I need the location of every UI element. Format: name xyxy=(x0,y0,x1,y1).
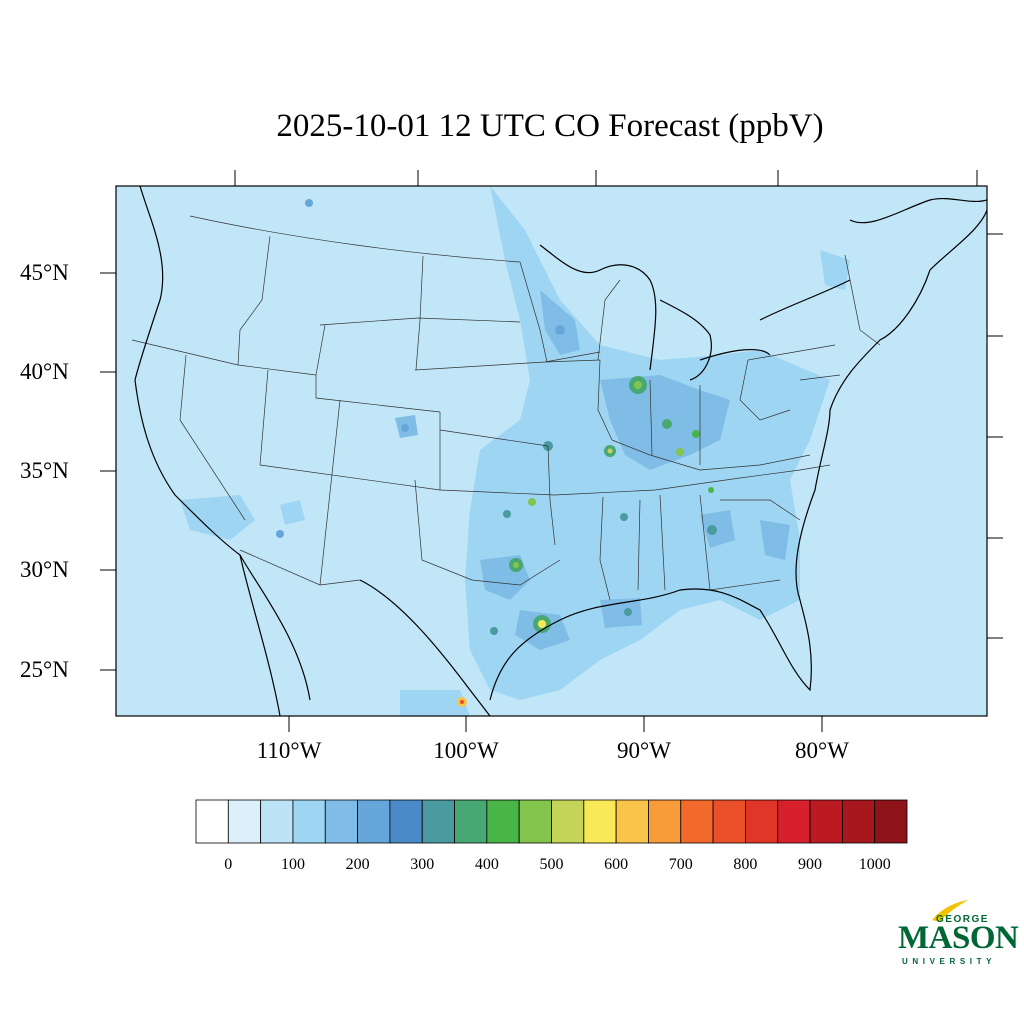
george-mason-logo: GEORGE MASON UNIVERSITY xyxy=(898,898,1019,970)
hotspot-memphis xyxy=(620,513,628,521)
hotspot-atlanta xyxy=(707,525,717,535)
colorbar-box xyxy=(195,799,229,844)
colorbar-box xyxy=(874,799,908,844)
colorbar-label: 1000 xyxy=(858,856,891,873)
colorbar-box xyxy=(421,799,455,844)
colorbar-box xyxy=(518,799,552,844)
hotspot-minneapolis xyxy=(555,325,565,335)
lat-label-30: 30°N xyxy=(20,557,69,582)
lat-label-45: 45°N xyxy=(20,260,69,285)
colorbar-box xyxy=(583,799,617,844)
colorbar-box xyxy=(357,799,391,844)
colorbar-box xyxy=(227,799,262,844)
lat-label-35: 35°N xyxy=(20,458,69,483)
lat-label-25: 25°N xyxy=(20,657,69,682)
logo-line-university: UNIVERSITY xyxy=(902,957,997,966)
hotspot-louisville xyxy=(676,448,684,456)
top-ticks xyxy=(234,170,978,186)
lon-label-100w: 100°W xyxy=(433,738,499,763)
colorbar-box xyxy=(809,799,843,844)
hotspot-corpus xyxy=(490,627,498,635)
colorbar-label: 200 xyxy=(345,856,370,873)
colorbar-box xyxy=(680,799,714,844)
left-ticks xyxy=(100,272,116,671)
hotspot-cinci xyxy=(692,430,700,438)
colorbar-box xyxy=(841,799,876,844)
hotspot-phoenix xyxy=(276,530,284,538)
colorbar-box xyxy=(648,799,682,844)
colorbar-label: 300 xyxy=(410,856,435,873)
colorbar-box xyxy=(712,799,746,844)
colorbar-label: 600 xyxy=(604,856,629,873)
hotspot-okc xyxy=(503,510,511,518)
logo-swoosh-icon xyxy=(932,900,968,922)
colorbar-box xyxy=(324,799,358,844)
colorbar-label: 0 xyxy=(224,856,233,873)
lon-label-90w: 90°W xyxy=(617,738,671,763)
right-ticks xyxy=(987,233,1003,639)
state-boundaries xyxy=(131,215,881,601)
hotspot-tulsa xyxy=(528,498,536,506)
coastlines xyxy=(134,186,987,716)
hotspot-nashville xyxy=(708,487,714,493)
logo-line-mason: MASON xyxy=(898,920,1019,956)
colorbar-box xyxy=(454,799,488,844)
hotspot-nola xyxy=(624,608,632,616)
co-hotspots xyxy=(276,199,717,707)
colorbar-box xyxy=(389,799,423,844)
colorbar xyxy=(195,799,908,844)
logo-line-george: GEORGE xyxy=(936,914,989,925)
map-title: 2025-10-01 12 UTC CO Forecast (ppbV) xyxy=(276,108,824,144)
colorbar-box xyxy=(260,799,294,844)
colorbar-label: 800 xyxy=(733,856,758,873)
colorbar-box xyxy=(777,799,811,844)
colorbar-box xyxy=(615,799,649,844)
colorbar-label: 100 xyxy=(281,856,305,873)
colorbar-box xyxy=(486,799,520,844)
hotspot-indy xyxy=(662,419,672,429)
lon-label-110w: 110°W xyxy=(256,738,322,763)
hotspot-denver xyxy=(401,424,409,432)
bottom-ticks xyxy=(288,716,823,732)
lat-label-40: 40°N xyxy=(20,359,69,384)
colorbar-box xyxy=(292,799,326,844)
map-frame xyxy=(115,185,988,717)
colorbar-label: 500 xyxy=(539,856,564,873)
colorbar-label: 700 xyxy=(668,856,693,873)
lon-label-80w: 80°W xyxy=(795,738,849,763)
colorbar-box xyxy=(551,799,585,844)
colorbar-box xyxy=(745,799,779,844)
colorbar-label: 900 xyxy=(798,856,822,873)
colorbar-label: 400 xyxy=(474,856,499,873)
